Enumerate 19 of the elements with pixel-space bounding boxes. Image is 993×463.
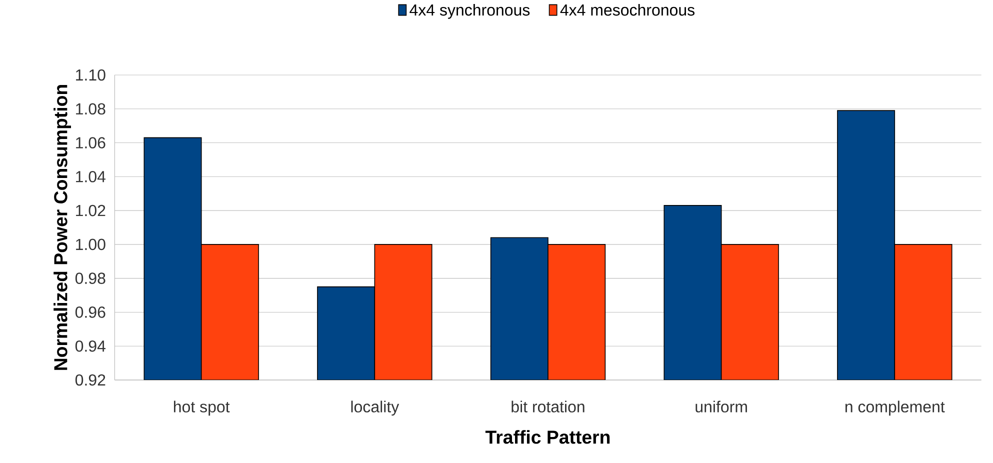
x-tick-label: hot spot — [174, 400, 230, 416]
y-tick-label: 0.98 — [75, 272, 106, 284]
y-tick-label: 0.92 — [75, 374, 106, 386]
y-axis-title: Normalized Power Consumption — [54, 85, 71, 370]
x-tick-label: uniform — [696, 400, 747, 412]
y-tick-label: 0.94 — [75, 340, 106, 352]
legend-label: 4x4 synchronous — [410, 4, 530, 19]
x-tick-label: locality — [351, 400, 400, 416]
x-tick-label: n complement — [845, 400, 945, 416]
y-tick-label: 1.00 — [76, 238, 106, 250]
x-tick-label: bit rotation — [512, 400, 584, 412]
legend-label: 4x4 mesochronous — [560, 4, 695, 16]
y-tick-label: 1.04 — [76, 170, 106, 182]
y-tick-label: 1.06 — [76, 137, 106, 148]
y-tick-label: 0.96 — [75, 306, 106, 318]
x-axis-title: Traffic Pattern — [485, 430, 610, 444]
y-tick-label: 1.10 — [76, 69, 106, 81]
y-tick-label: 1.08 — [76, 103, 106, 115]
y-tick-label: 1.02 — [76, 204, 106, 216]
